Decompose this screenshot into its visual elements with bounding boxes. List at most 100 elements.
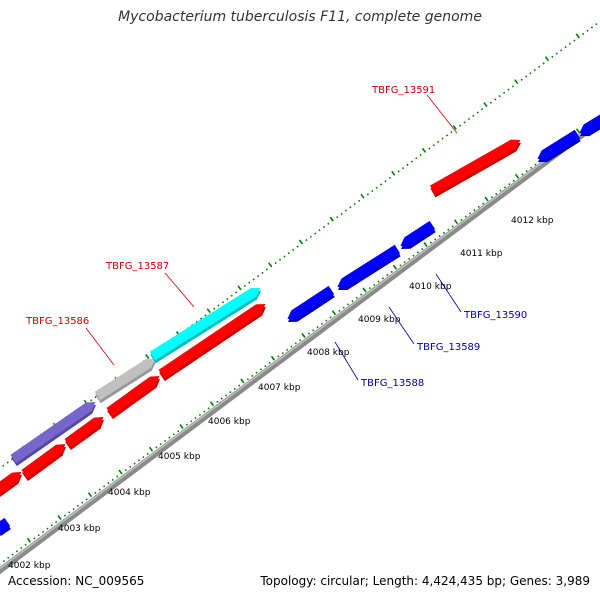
ruler-minor-tick (146, 452, 149, 455)
ruler-minor-tick (428, 147, 431, 150)
feature-bar-gray[interactable] (94, 359, 156, 404)
ruler-major-tick (514, 79, 519, 85)
ruler-minor-tick (278, 258, 282, 261)
leader-line (426, 94, 458, 134)
gene-label-tbfg-13588[interactable]: TBFG_13588 (360, 378, 424, 389)
ruler-minor-tick (129, 465, 132, 468)
forward-gene-arrow[interactable] (106, 376, 160, 420)
ruler-major-tick (575, 33, 580, 39)
ruler-minor-tick (137, 459, 141, 462)
tick-label: 4011 kbp (460, 249, 503, 259)
ruler-minor-tick (246, 377, 249, 381)
ruler-major-tick (544, 56, 550, 62)
ruler-minor-tick (437, 140, 440, 144)
ruler-major-tick (57, 515, 62, 520)
ruler-minor-tick (2, 559, 5, 563)
forward-gene-arrow[interactable] (64, 417, 104, 451)
forward-gene-arrow[interactable] (0, 472, 22, 502)
ruler-minor-tick (294, 342, 297, 345)
ruler-minor-tick (489, 101, 493, 104)
leader-line (164, 272, 195, 308)
ruler-minor-tick (233, 387, 236, 390)
ruler-minor-tick (116, 475, 119, 478)
ruler-minor-tick (185, 423, 188, 426)
ruler-minor-tick (224, 394, 228, 397)
ruler-minor-tick (256, 274, 260, 278)
reverse-gene-arrow-tbfg-13588[interactable] (287, 285, 335, 322)
ruler-minor-tick (375, 186, 378, 189)
reverse-gene-arrow[interactable] (579, 113, 600, 137)
ruler-minor-tick (264, 364, 267, 368)
ruler-minor-tick (412, 254, 415, 257)
gene-label-tbfg-13586[interactable]: TBFG_13586 (25, 316, 89, 327)
ruler-minor-tick (407, 257, 411, 260)
ruler-major-tick (362, 287, 367, 293)
reverse-gene-arrow-tbfg-13590[interactable] (400, 220, 436, 249)
ruler-major-tick (270, 355, 276, 361)
ruler-minor-tick (336, 216, 339, 219)
ruler-minor-tick (172, 433, 175, 436)
gene-labels: TBFG_13591 TBFG_13587 TBFG_13586 TBFG_13… (25, 85, 527, 389)
ruler-minor-tick (573, 39, 576, 42)
forward-gene-arrow[interactable] (158, 304, 266, 382)
ruler-minor-tick (360, 293, 363, 296)
ruler-minor-tick (24, 543, 27, 546)
ruler-minor-tick (463, 121, 466, 124)
ruler-minor-tick (397, 170, 400, 173)
gene-label-tbfg-13589[interactable]: TBFG_13589 (416, 342, 480, 353)
ruler-minor-tick (50, 524, 53, 527)
ruler-minor-tick (207, 407, 210, 410)
ruler-minor-tick (107, 481, 110, 485)
ruler-minor-tick (468, 212, 472, 215)
gene-label-tbfg-13590[interactable]: TBFG_13590 (463, 310, 527, 321)
ruler-major-tick (298, 239, 304, 245)
ruler-minor-tick (464, 215, 467, 218)
ruler-minor-tick (342, 306, 345, 309)
ruler-minor-tick (322, 225, 326, 229)
tick-label: 4007 kbp (258, 383, 301, 393)
ruler-minor-tick (419, 153, 422, 157)
leader-line (388, 306, 415, 345)
ruler-minor-tick (586, 29, 589, 32)
gene-label-tbfg-13591[interactable]: TBFG_13591 (371, 85, 435, 96)
ruler-minor-tick (447, 228, 450, 231)
reverse-gene-arrow[interactable] (537, 129, 581, 162)
ruler-minor-tick (508, 182, 511, 186)
ruler-minor-tick (555, 52, 558, 55)
ruler-minor-tick (198, 413, 202, 416)
ruler-minor-tick (386, 273, 389, 277)
reverse-gene-arrow-tbfg-13589[interactable] (337, 244, 401, 290)
reverse-gene-arrow[interactable] (0, 517, 11, 536)
genome-backbone-highlight (0, 118, 600, 570)
ruler-major-tick (206, 308, 211, 314)
feature-bar-purple[interactable] (10, 402, 96, 467)
ruler-minor-tick (142, 455, 145, 459)
ruler-minor-tick (203, 410, 206, 413)
forward-gene-arrow[interactable] (21, 444, 67, 482)
tick-label: 4008 kbp (307, 348, 350, 358)
ruler-minor-tick (481, 108, 484, 111)
ruler-minor-tick (94, 395, 97, 399)
ruler-minor-tick (287, 252, 290, 255)
ruler-minor-tick (351, 299, 354, 303)
ruler-minor-tick (94, 491, 97, 494)
ruler-minor-tick (477, 205, 480, 208)
ruler-minor-tick (401, 166, 405, 170)
ruler-minor-tick (204, 314, 207, 317)
ruler-minor-tick (248, 281, 251, 284)
ruler-minor-tick (265, 268, 268, 271)
ruler-minor-tick (459, 124, 462, 127)
ruler-minor-tick (37, 533, 40, 537)
ruler-minor-tick (68, 511, 71, 514)
ruler-minor-tick (472, 114, 475, 117)
gene-label-tbfg-13587[interactable]: TBFG_13587 (105, 261, 169, 272)
leader-line (85, 327, 115, 366)
forward-gene-arrow-tbfg-13591[interactable] (429, 139, 521, 198)
ruler-minor-tick (476, 111, 479, 114)
feature-bar-cyan-tbfg-13587[interactable] (149, 288, 261, 364)
ruler-minor-tick (255, 371, 258, 374)
ruler-major-tick (329, 216, 334, 222)
ruler-minor-tick (226, 297, 229, 301)
ruler-minor-tick (20, 546, 23, 550)
